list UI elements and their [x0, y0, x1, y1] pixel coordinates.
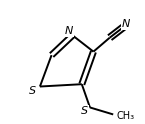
- Text: S: S: [29, 86, 37, 96]
- Text: CH₃: CH₃: [117, 111, 135, 121]
- Text: S: S: [81, 106, 88, 116]
- Text: N: N: [65, 26, 73, 36]
- Text: N: N: [122, 19, 130, 29]
